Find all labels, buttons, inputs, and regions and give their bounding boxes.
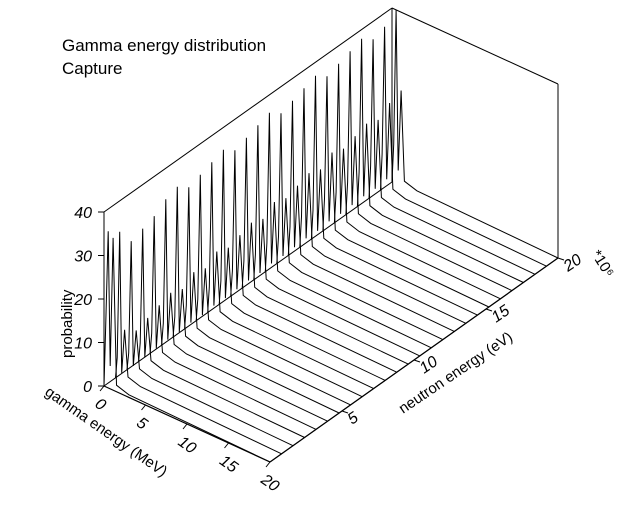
y-tick-mark	[485, 308, 493, 312]
y-axis-multiplier: *10⁶	[588, 247, 618, 280]
series-line	[115, 231, 282, 455]
x-tick-label: 0	[92, 395, 109, 414]
z-tick-label: 20	[73, 292, 92, 309]
series-line	[230, 150, 397, 373]
z-tick-label: 30	[74, 249, 92, 266]
y-axis-label: neutron energy (eV)	[396, 329, 516, 418]
plot-frame	[103, 7, 559, 463]
series-line	[172, 186, 340, 414]
z-tick-label: 0	[83, 379, 92, 396]
z-axis-label: probability	[59, 289, 76, 358]
series-line	[184, 187, 351, 406]
x-tick-label: 20	[257, 471, 282, 496]
y-tick-mark	[557, 257, 565, 261]
x-tick-label: 5	[133, 414, 150, 433]
chart-subtitle: Capture	[62, 59, 122, 78]
frame-left-base	[103, 181, 393, 387]
y-tick-mark	[341, 410, 349, 414]
series-line	[103, 231, 271, 463]
y-tick-label: 15	[489, 302, 513, 326]
frame-top-edge	[103, 7, 393, 213]
series-line	[195, 174, 363, 398]
x-tick-label: 10	[175, 433, 199, 457]
y-tick-label: 5	[345, 409, 362, 428]
series-line	[356, 38, 524, 283]
series-line	[149, 216, 317, 430]
y-tick-label: 10	[417, 353, 441, 377]
x-tick-mark	[99, 385, 105, 392]
series-line	[264, 112, 432, 349]
series-line	[207, 162, 374, 390]
series-line	[287, 100, 455, 332]
x-tick-mark	[141, 404, 146, 411]
x-tick-label: 15	[216, 452, 240, 476]
y-tick-label: 20	[560, 251, 585, 276]
chart-title: Gamma energy distribution	[62, 36, 266, 55]
series-line	[218, 149, 386, 381]
series-line	[391, 9, 559, 259]
series-line	[345, 51, 513, 292]
x-tick-mark	[265, 461, 271, 468]
series-line	[299, 88, 467, 324]
frame-top-right-edge	[391, 7, 559, 85]
series-line	[276, 113, 444, 341]
series-line	[368, 39, 536, 275]
series-line	[138, 228, 305, 438]
series-line	[241, 137, 409, 365]
series-group	[103, 9, 559, 463]
z-tick-label: 40	[74, 205, 92, 222]
x-tick-mark	[224, 442, 229, 449]
series-line	[333, 63, 501, 300]
series-line	[161, 199, 328, 422]
y-tick-mark	[413, 359, 421, 363]
z-tick-label: 10	[74, 336, 92, 353]
series-line	[322, 76, 490, 308]
series-line	[126, 241, 294, 447]
series-line	[310, 75, 478, 316]
series-line	[380, 26, 547, 267]
series-line	[253, 125, 421, 357]
x-tick-mark	[182, 423, 188, 430]
